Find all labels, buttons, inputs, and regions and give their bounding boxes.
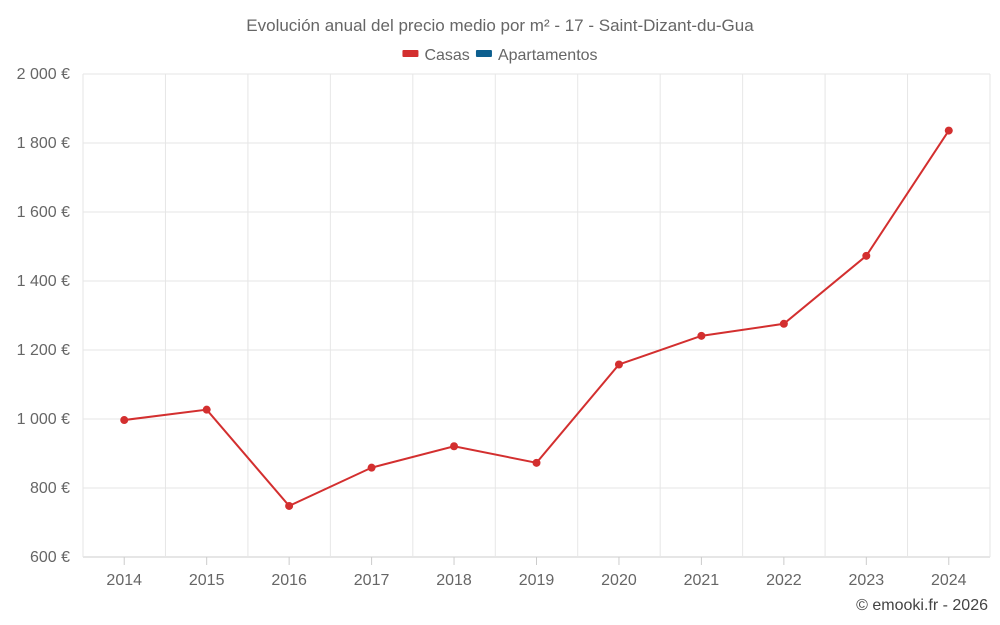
x-tick-label: 2023 [849,572,885,589]
legend-label: Casas [424,47,469,64]
y-tick-label: 800 € [30,480,70,497]
y-tick-label: 1 000 € [17,411,70,428]
x-tick-label: 2017 [354,572,390,589]
x-tick-label: 2016 [271,572,307,589]
series-layer [120,126,953,510]
x-tick-label: 2022 [766,572,802,589]
data-point[interactable] [202,405,211,414]
data-point[interactable] [862,251,871,260]
y-tick-label: 1 600 € [17,204,70,221]
data-point[interactable] [779,319,788,328]
x-tick-label: 2024 [931,572,967,589]
y-tick-label: 1 800 € [17,135,70,152]
data-point[interactable] [697,331,706,340]
legend-label: Apartamentos [498,47,598,64]
data-point[interactable] [532,458,541,467]
legend: Casas Apartamentos [402,47,598,64]
data-point[interactable] [944,126,953,135]
y-tick-label: 1 200 € [17,342,70,359]
x-tick-label: 2020 [601,572,637,589]
y-axis: 600 € 800 € 1 000 € 1 200 € 1 400 € 1 600 € 1 … [17,66,70,566]
legend-item-apartamentos[interactable]: Apartamentos [475,47,598,64]
x-tick-label: 2014 [106,572,142,589]
x-tick-label: 2015 [189,572,225,589]
data-point[interactable] [614,360,623,369]
data-point[interactable] [450,442,459,451]
data-point[interactable] [367,463,376,472]
y-tick-label: 1 400 € [17,273,70,290]
credit-text: © emooki.fr - 2026 [856,597,988,614]
x-tick-label: 2021 [684,572,720,589]
data-point[interactable] [120,416,129,425]
chart-title: Evolución anual del precio medio por m² … [246,16,754,35]
x-axis: 2014 2015 2016 2017 2018 2019 2020 2021 2022 2023… [106,557,967,589]
legend-swatch [475,50,492,57]
x-tick-label: 2018 [436,572,472,589]
y-tick-label: 2 000 € [17,66,70,83]
legend-item-casas[interactable]: Casas [402,47,470,64]
grid [82,73,991,558]
y-tick-label: 600 € [30,549,70,566]
data-point[interactable] [285,501,294,510]
legend-swatch [402,50,419,57]
x-tick-label: 2019 [519,572,555,589]
